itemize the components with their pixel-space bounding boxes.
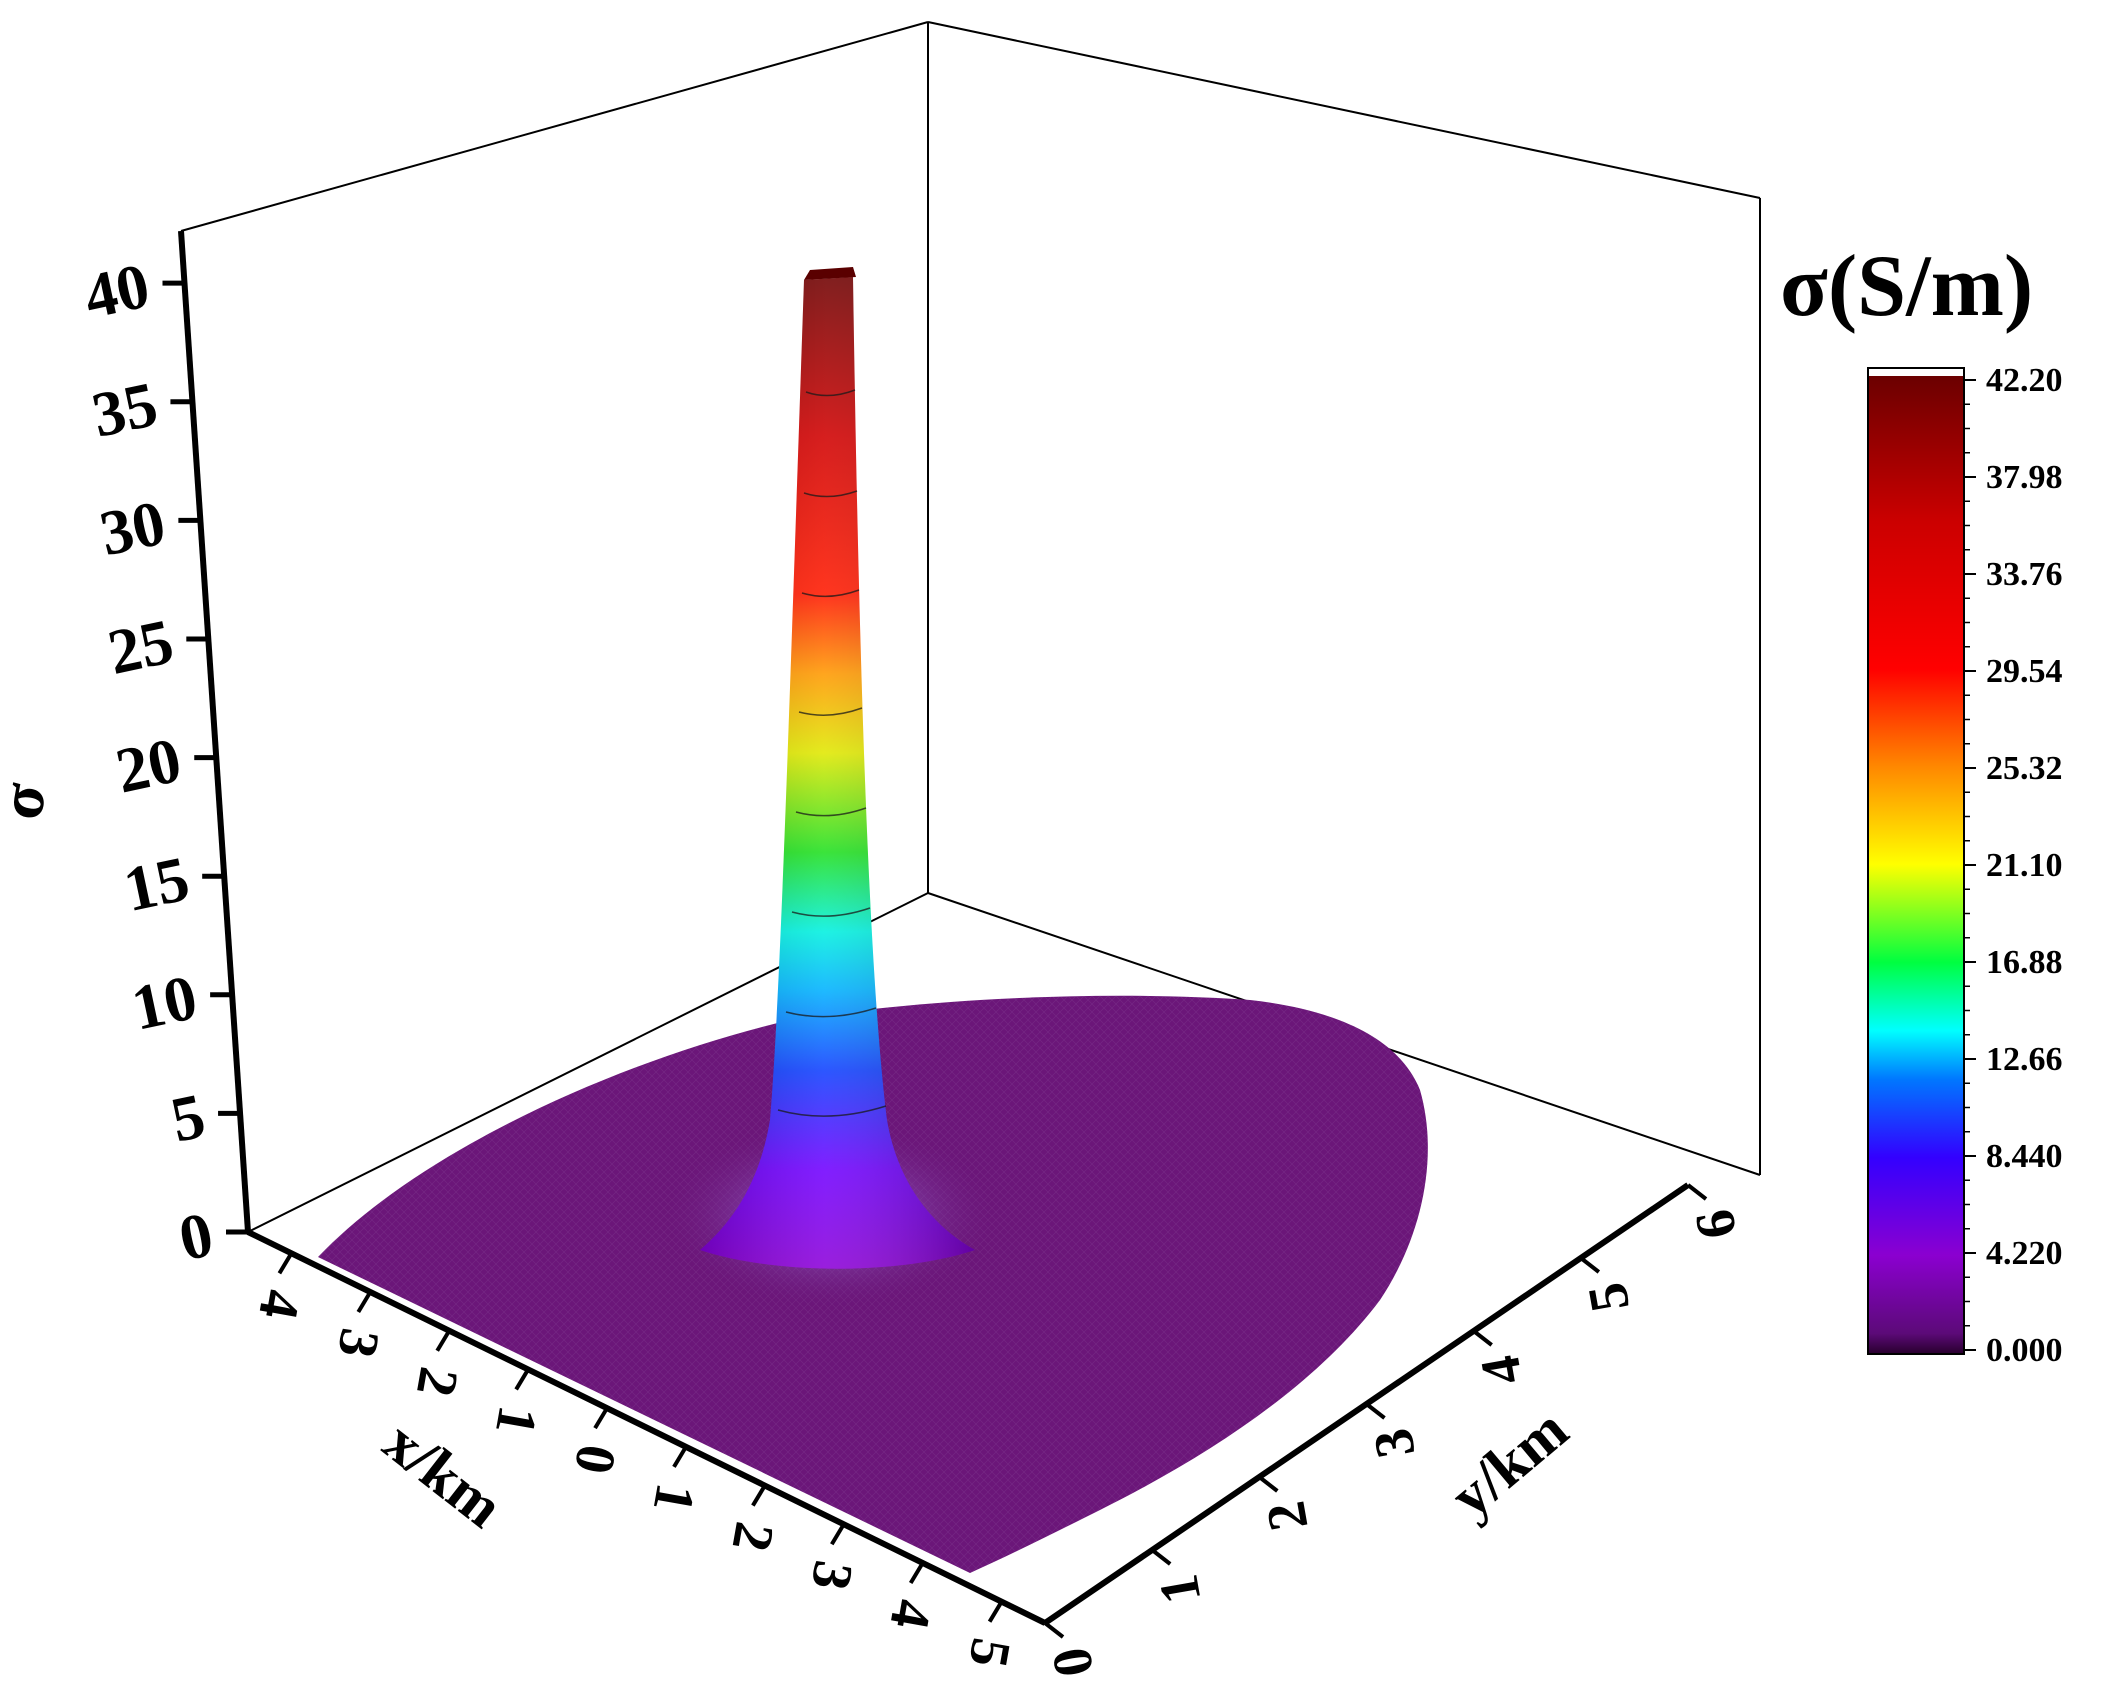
y-tick-mark bbox=[1043, 1621, 1065, 1639]
z-axis-ticks: 0 5 10 15 20 25 30 35 40 bbox=[78, 249, 248, 1274]
z-axis-line bbox=[178, 230, 251, 1233]
z-tick-label: 30 bbox=[94, 487, 171, 570]
colorbar-tick-label: 25.32 bbox=[1986, 750, 2063, 787]
x-tick-mark bbox=[908, 1561, 925, 1585]
colorbar-tick-label: 42.20 bbox=[1986, 362, 2063, 399]
peak-shading bbox=[700, 277, 975, 1269]
x-tick-label: 2 bbox=[720, 1518, 786, 1556]
x-tick-mark bbox=[751, 1484, 767, 1507]
x-tick-mark bbox=[356, 1290, 373, 1314]
y-tick-mark bbox=[1472, 1329, 1493, 1347]
colorbar-tick-label: 8.440 bbox=[1986, 1138, 2063, 1175]
z-tick-label: 20 bbox=[110, 724, 187, 807]
x-tick-label: 5 bbox=[956, 1634, 1022, 1672]
colorbar-ticks: 42.20 37.98 33.76 29.54 25.32 21.10 16.88 12.66… bbox=[1964, 362, 2063, 1369]
z-axis-label: σ bbox=[0, 778, 60, 825]
colorbar: σ(S/m) 42.20 37.98 33.76 29.54 25.32 21.10 16.… bbox=[1780, 238, 2063, 1369]
colorbar-tick-label: 33.76 bbox=[1986, 556, 2063, 593]
colorbar-tick-label: 12.66 bbox=[1986, 1041, 2063, 1078]
z-axis: 0 5 10 15 20 25 30 35 40 σ bbox=[0, 230, 251, 1274]
z-tick-label: 25 bbox=[102, 605, 179, 688]
x-tick-label: 2 bbox=[404, 1363, 470, 1401]
surface-peak bbox=[700, 267, 975, 1269]
colorbar-tick-label: 37.98 bbox=[1986, 459, 2063, 496]
colorbar-tick-label: 21.10 bbox=[1986, 847, 2063, 884]
x-tick-mark bbox=[830, 1523, 846, 1546]
x-tick-label: 4 bbox=[246, 1285, 312, 1323]
x-tick-label: 0 bbox=[562, 1440, 628, 1478]
y-tick-mark bbox=[1365, 1402, 1386, 1420]
x-tick-label: 3 bbox=[799, 1556, 865, 1594]
x-tick-mark bbox=[435, 1329, 451, 1352]
peak-contour-lines bbox=[777, 389, 887, 1117]
y-tick-mark bbox=[1579, 1256, 1601, 1274]
x-tick-mark bbox=[593, 1407, 609, 1430]
y-axis-label: y/km bbox=[1438, 1396, 1580, 1530]
x-tick-mark bbox=[514, 1368, 530, 1391]
frame-edge-top-right bbox=[927, 21, 1761, 199]
colorbar-gradient bbox=[1869, 376, 1963, 1353]
x-tick-mark bbox=[672, 1445, 688, 1468]
z-tick-label: 10 bbox=[126, 961, 203, 1044]
frame-edge-top-left bbox=[180, 21, 929, 232]
colorbar-tick-label: 16.88 bbox=[1986, 944, 2063, 981]
colorbar-title: σ(S/m) bbox=[1780, 238, 2033, 335]
y-tick-label: 6 bbox=[1683, 1205, 1749, 1243]
x-tick-label: 1 bbox=[483, 1401, 549, 1439]
x-tick-label: 1 bbox=[641, 1479, 707, 1517]
y-tick-mark bbox=[1258, 1475, 1279, 1493]
x-tick-mark bbox=[987, 1600, 1004, 1623]
y-tick-mark bbox=[1686, 1183, 1708, 1201]
y-tick-label: 0 bbox=[1040, 1643, 1106, 1681]
y-tick-label: 2 bbox=[1255, 1497, 1321, 1535]
y-tick-label: 3 bbox=[1362, 1424, 1428, 1462]
y-tick-label: 4 bbox=[1469, 1351, 1535, 1389]
colorbar-tick-label: 4.220 bbox=[1986, 1235, 2063, 1272]
colorbar-tick-label: 0.000 bbox=[1986, 1332, 2063, 1369]
y-tick-label: 5 bbox=[1576, 1278, 1642, 1316]
y-tick-mark bbox=[1150, 1548, 1172, 1566]
z-tick-label: 40 bbox=[78, 249, 155, 332]
colorbar-tick-label: 29.54 bbox=[1986, 653, 2063, 690]
z-tick-label: 0 bbox=[173, 1198, 219, 1274]
x-axis-line bbox=[246, 1229, 1047, 1626]
z-tick-label: 5 bbox=[165, 1080, 211, 1156]
z-tick-label: 35 bbox=[86, 368, 163, 451]
peak-top bbox=[804, 267, 856, 280]
x-tick-label: 4 bbox=[877, 1595, 943, 1633]
x-tick-mark bbox=[277, 1252, 294, 1275]
y-tick-label: 1 bbox=[1147, 1570, 1213, 1608]
z-tick-label: 15 bbox=[118, 842, 195, 925]
x-tick-label: 3 bbox=[325, 1324, 391, 1362]
